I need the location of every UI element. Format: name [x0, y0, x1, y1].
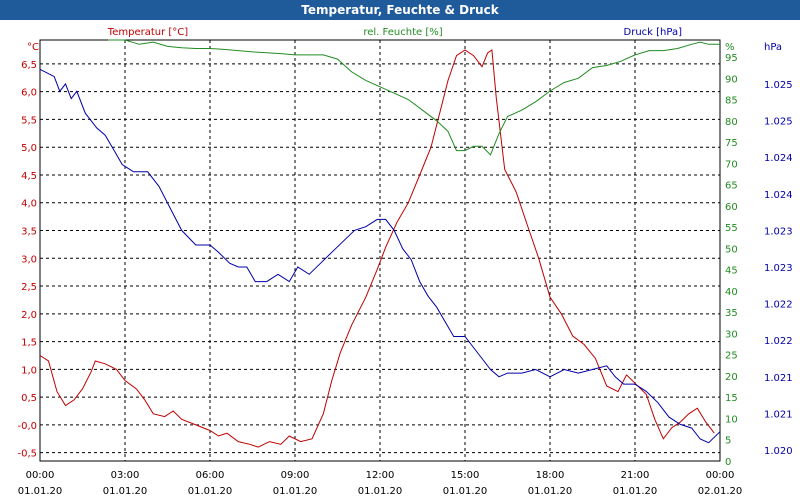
humidity-tick-label: 55 [725, 223, 738, 234]
humidity-tick-label: 0 [725, 457, 731, 468]
x-tick-date: 01.01.20 [188, 486, 233, 497]
temperature-tick-label: 6,5 [21, 60, 37, 71]
temperature-tick-label: 5,0 [21, 143, 37, 154]
temperature-axis-title: Temperatur [°C] [107, 27, 188, 38]
window-title: Temperatur, Feuchte & Druck [0, 0, 800, 20]
humidity-axis-title: rel. Feuchte [%] [363, 27, 442, 38]
temperature-tick-label: 2,5 [21, 282, 37, 293]
pressure-tick-label: 1.021 [764, 409, 793, 420]
x-tick-time: 21:00 [621, 470, 650, 481]
humidity-tick-label: 50 [725, 244, 738, 255]
x-tick-date: 01.01.20 [613, 486, 658, 497]
x-tick-date: 02.01.20 [698, 486, 743, 497]
temperature-tick-label: 4,0 [21, 199, 37, 210]
humidity-tick-label: 30 [725, 329, 738, 340]
humidity-tick-label: 70 [725, 159, 738, 170]
x-tick-time: 09:00 [281, 470, 310, 481]
pressure-axis-unit: hPa [764, 42, 782, 53]
temperature-tick-label: -0,5 [17, 449, 37, 460]
x-tick-time: 00:00 [706, 470, 735, 481]
humidity-tick-label: 10 [725, 414, 738, 425]
pressure-tick-label: 1.020 [764, 446, 793, 457]
axis-ticks: 00:00 01.01.20 03:00 01.01.20 06:00 01.01.20 0… [17, 53, 792, 497]
x-tick-time: 06:00 [196, 470, 225, 481]
temperature-tick-label: 5,5 [21, 115, 37, 126]
temperature-tick-label: 0,5 [21, 393, 37, 404]
x-tick-date: 01.01.20 [273, 486, 318, 497]
pressure-tick-label: 1.023 [764, 226, 793, 237]
pressure-axis-title: Druck [hPa] [624, 27, 683, 38]
temperature-axis-unit: °C [27, 42, 39, 53]
pressure-tick-label: 1.022 [764, 336, 793, 347]
x-tick-date: 01.01.20 [18, 486, 63, 497]
humidity-tick-label: 40 [725, 287, 738, 298]
humidity-line [108, 39, 720, 156]
x-tick-time: 03:00 [111, 470, 140, 481]
temperature-line [39, 49, 715, 448]
x-tick-time: 15:00 [451, 470, 480, 481]
temperature-tick-label: 1,5 [21, 338, 37, 349]
x-tick-time: 00:00 [26, 470, 55, 481]
temperature-tick-label: 3,5 [21, 227, 37, 238]
temperature-tick-label: 3,0 [21, 254, 37, 265]
pressure-tick-label: 1.025 [764, 117, 793, 128]
pressure-tick-label: 1.021 [764, 373, 793, 384]
temperature-tick-label: -0,0 [17, 421, 37, 432]
humidity-tick-label: 20 [725, 372, 738, 383]
humidity-tick-label: 25 [725, 351, 738, 362]
humidity-tick-label: 15 [725, 393, 738, 404]
humidity-tick-label: 85 [725, 96, 738, 107]
pressure-tick-label: 1.024 [764, 190, 793, 201]
grid [40, 40, 720, 461]
humidity-tick-label: 45 [725, 266, 738, 277]
pressure-tick-label: 1.022 [764, 300, 793, 311]
humidity-tick-label: 80 [725, 117, 738, 128]
x-tick-date: 01.01.20 [358, 486, 403, 497]
x-tick-time: 12:00 [366, 470, 395, 481]
humidity-tick-label: 95 [725, 53, 738, 64]
humidity-axis-unit: % [725, 42, 735, 53]
chart: 00:00 01.01.20 03:00 01.01.20 06:00 01.01.20 0… [17, 27, 792, 497]
humidity-tick-label: 65 [725, 181, 738, 192]
pressure-tick-label: 1.025 [764, 80, 793, 91]
humidity-tick-label: 90 [725, 74, 738, 85]
pressure-tick-label: 1.023 [764, 263, 793, 274]
x-tick-time: 18:00 [536, 470, 565, 481]
x-tick-date: 01.01.20 [443, 486, 488, 497]
x-tick-date: 01.01.20 [103, 486, 148, 497]
temperature-tick-label: 2,0 [21, 310, 37, 321]
pressure-line [39, 68, 721, 444]
pressure-tick-label: 1.024 [764, 153, 793, 164]
humidity-tick-label: 60 [725, 202, 738, 213]
x-tick-date: 01.01.20 [528, 486, 573, 497]
humidity-tick-label: 5 [725, 436, 731, 447]
humidity-tick-label: 35 [725, 308, 738, 319]
temperature-tick-label: 1,0 [21, 365, 37, 376]
temperature-tick-label: 6,0 [21, 88, 37, 99]
temperature-tick-label: 4,5 [21, 171, 37, 182]
series-lines [39, 39, 721, 448]
humidity-tick-label: 75 [725, 138, 738, 149]
